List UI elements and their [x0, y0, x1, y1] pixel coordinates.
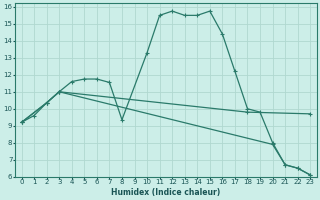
- X-axis label: Humidex (Indice chaleur): Humidex (Indice chaleur): [111, 188, 220, 197]
